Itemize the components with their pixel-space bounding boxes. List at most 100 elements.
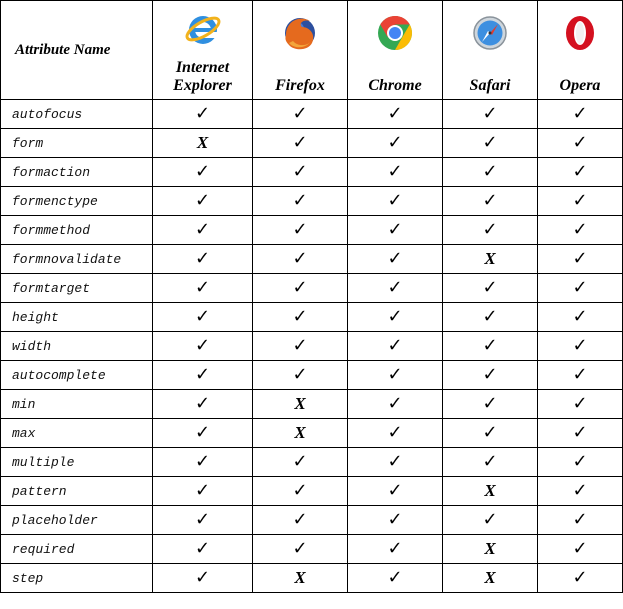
checkmark-icon: ✓ [194,480,211,501]
support-table-body: autofocus ✓ ✓ ✓ ✓ ✓ form X ✓ ✓ ✓ ✓ formaction ✓ ✓ ✓ ✓ ✓ fo… [0,99,623,593]
firefox-supported-cell: ✓ [252,476,348,506]
firefox-supported-cell: ✓ [252,244,348,274]
chrome-supported-cell: ✓ [347,302,443,332]
opera-supported-cell: ✓ [537,128,623,158]
safari-supported-cell: ✓ [442,360,538,390]
checkmark-icon: ✓ [292,103,308,124]
checkmark-icon: ✓ [572,190,588,211]
opera-label: Opera [559,77,601,94]
checkmark-icon: ✓ [572,277,588,298]
opera-supported-cell: ✓ [537,389,623,419]
checkmark-icon: ✓ [194,393,211,414]
checkmark-icon: ✓ [387,422,403,443]
firefox-supported-cell: ✓ [252,505,348,535]
chrome-supported-cell: ✓ [347,418,443,448]
checkmark-icon: ✓ [194,161,211,182]
chrome-supported-cell: ✓ [347,157,443,187]
table-row: required ✓ ✓ ✓ X ✓ [0,534,623,564]
attribute-name-cell: form [0,128,153,158]
safari-unsupported-cell: X [442,476,538,506]
safari-icon [473,16,507,50]
checkmark-icon: ✓ [482,161,498,182]
checkmark-icon: ✓ [572,567,588,588]
safari-supported-cell: ✓ [442,389,538,419]
checkmark-icon: ✓ [194,219,211,240]
checkmark-icon: ✓ [292,161,308,182]
internet-explorer-supported-cell: ✓ [152,360,253,390]
checkmark-icon: ✓ [387,277,403,298]
firefox-unsupported-cell: X [252,563,348,593]
attribute-name-cell: step [0,563,153,593]
checkmark-icon: ✓ [482,132,498,153]
x-mark-icon: X [484,539,496,558]
attribute-name-cell: width [0,331,153,361]
attribute-name-cell: autofocus [0,99,153,129]
table-row: max ✓ X ✓ ✓ ✓ [0,418,623,448]
opera-supported-cell: ✓ [537,244,623,274]
firefox-supported-cell: ✓ [252,186,348,216]
x-mark-icon: X [294,568,306,587]
checkmark-icon: ✓ [572,422,588,443]
safari-supported-cell: ✓ [442,99,538,129]
checkmark-icon: ✓ [194,451,211,472]
attribute-name-cell: formmethod [0,215,153,245]
firefox-supported-cell: ✓ [252,534,348,564]
checkmark-icon: ✓ [292,277,308,298]
opera-supported-cell: ✓ [537,186,623,216]
checkmark-icon: ✓ [194,422,211,443]
checkmark-icon: ✓ [387,364,403,385]
chrome-supported-cell: ✓ [347,447,443,477]
checkmark-icon: ✓ [292,509,308,530]
safari-header: Safari [442,0,538,100]
header-row: Attribute Name Internet Explorer [0,0,623,100]
table-row: autofocus ✓ ✓ ✓ ✓ ✓ [0,99,623,129]
internet-explorer-supported-cell: ✓ [152,215,253,245]
chrome-supported-cell: ✓ [347,273,443,303]
attribute-name-header: Attribute Name [0,0,153,100]
attribute-name-cell: formnovalidate [0,244,153,274]
chrome-supported-cell: ✓ [347,99,443,129]
opera-supported-cell: ✓ [537,505,623,535]
checkmark-icon: ✓ [387,161,403,182]
checkmark-icon: ✓ [482,451,498,472]
checkmark-icon: ✓ [387,103,403,124]
internet-explorer-supported-cell: ✓ [152,99,253,129]
internet-explorer-supported-cell: ✓ [152,186,253,216]
checkmark-icon: ✓ [387,451,403,472]
chrome-supported-cell: ✓ [347,360,443,390]
safari-supported-cell: ✓ [442,505,538,535]
checkmark-icon: ✓ [387,393,403,414]
checkmark-icon: ✓ [482,364,498,385]
internet-explorer-supported-cell: ✓ [152,389,253,419]
attribute-name-cell: formaction [0,157,153,187]
attribute-name-cell: formtarget [0,273,153,303]
firefox-supported-cell: ✓ [252,99,348,129]
chrome-supported-cell: ✓ [347,128,443,158]
checkmark-icon: ✓ [292,364,308,385]
checkmark-icon: ✓ [292,306,308,327]
chrome-supported-cell: ✓ [347,215,443,245]
internet-explorer-header: Internet Explorer [152,0,253,100]
checkmark-icon: ✓ [387,132,403,153]
attribute-name-cell: required [0,534,153,564]
checkmark-icon: ✓ [482,103,498,124]
safari-unsupported-cell: X [442,534,538,564]
x-mark-icon: X [196,133,209,152]
checkmark-icon: ✓ [194,248,211,269]
opera-supported-cell: ✓ [537,99,623,129]
chrome-supported-cell: ✓ [347,563,443,593]
safari-unsupported-cell: X [442,563,538,593]
attribute-name-cell: placeholder [0,505,153,535]
attribute-name-cell: multiple [0,447,153,477]
internet-explorer-supported-cell: ✓ [152,331,253,361]
firefox-icon [285,18,315,50]
x-mark-icon: X [484,568,496,587]
table-row: formenctype ✓ ✓ ✓ ✓ ✓ [0,186,623,216]
checkmark-icon: ✓ [572,451,588,472]
opera-supported-cell: ✓ [537,273,623,303]
table-row: height ✓ ✓ ✓ ✓ ✓ [0,302,623,332]
checkmark-icon: ✓ [387,567,403,588]
checkmark-icon: ✓ [572,248,588,269]
safari-supported-cell: ✓ [442,447,538,477]
checkmark-icon: ✓ [292,132,308,153]
